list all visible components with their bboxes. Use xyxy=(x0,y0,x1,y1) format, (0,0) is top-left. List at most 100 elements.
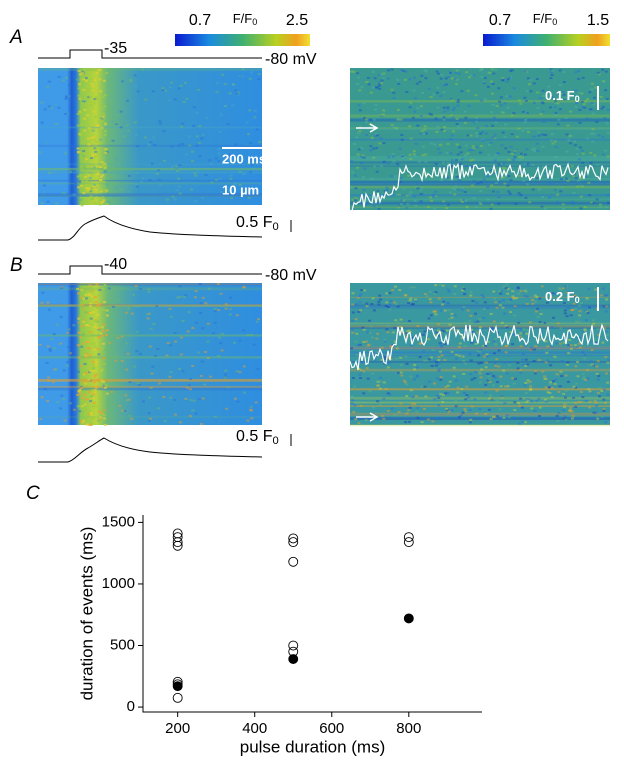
texture xyxy=(510,69,514,72)
texture xyxy=(435,70,439,73)
texture xyxy=(434,364,438,367)
texture xyxy=(519,332,523,335)
texture xyxy=(493,159,497,162)
texture xyxy=(457,345,461,348)
texture xyxy=(396,108,400,111)
texture xyxy=(484,391,488,394)
texture xyxy=(478,69,482,72)
point xyxy=(288,556,299,567)
texture xyxy=(158,120,162,123)
texture xyxy=(551,380,555,383)
texture xyxy=(414,300,418,303)
texture xyxy=(602,80,606,83)
texture xyxy=(426,418,430,421)
texture xyxy=(382,160,386,163)
texture xyxy=(564,117,568,120)
texture xyxy=(360,162,364,165)
texture xyxy=(383,190,387,193)
texture xyxy=(494,68,498,71)
texture xyxy=(374,108,378,111)
texture xyxy=(105,314,109,317)
texture xyxy=(557,412,561,415)
texture xyxy=(99,166,103,169)
texture xyxy=(514,202,518,205)
texture xyxy=(529,385,533,388)
texture xyxy=(450,178,454,181)
texture xyxy=(169,371,173,374)
y-tick-label: 500 xyxy=(110,636,135,653)
texture xyxy=(197,88,201,91)
texture xyxy=(84,124,88,127)
texture xyxy=(187,135,191,138)
texture xyxy=(535,78,539,81)
texture xyxy=(371,297,375,300)
texture xyxy=(558,287,562,290)
texture xyxy=(370,336,374,339)
texture xyxy=(148,417,152,420)
texture xyxy=(114,359,118,362)
texture xyxy=(525,290,529,293)
texture xyxy=(83,141,87,144)
texture xyxy=(409,344,413,347)
texture xyxy=(574,177,578,180)
texture xyxy=(519,369,523,372)
texture xyxy=(80,91,84,94)
texture xyxy=(89,323,93,326)
texture xyxy=(59,407,63,410)
texture xyxy=(606,361,610,364)
texture xyxy=(176,296,180,299)
texture xyxy=(508,311,512,314)
texture xyxy=(90,295,94,298)
texture xyxy=(359,377,363,380)
texture xyxy=(83,382,87,385)
texture xyxy=(603,294,607,297)
texture xyxy=(581,377,585,380)
texture xyxy=(38,126,262,129)
texture xyxy=(597,333,601,336)
texture xyxy=(360,86,364,89)
texture xyxy=(541,102,545,105)
texture xyxy=(525,111,529,114)
texture xyxy=(572,302,576,305)
texture xyxy=(378,387,382,390)
texture xyxy=(492,116,496,119)
texture xyxy=(85,423,89,426)
texture xyxy=(420,74,424,77)
texture xyxy=(523,397,527,400)
texture xyxy=(467,396,471,399)
texture xyxy=(415,186,419,189)
texture xyxy=(69,352,73,355)
texture xyxy=(479,144,483,147)
texture xyxy=(511,290,515,293)
texture xyxy=(238,170,242,173)
texture xyxy=(104,151,108,154)
texture xyxy=(78,174,82,177)
texture xyxy=(81,101,85,104)
texture xyxy=(606,393,610,396)
texture xyxy=(530,148,534,151)
texture xyxy=(376,384,380,387)
texture xyxy=(507,190,511,193)
texture xyxy=(568,338,572,341)
texture xyxy=(149,141,153,144)
texture xyxy=(399,326,403,329)
texture xyxy=(93,155,97,158)
texture xyxy=(253,167,257,170)
texture xyxy=(581,373,585,376)
texture xyxy=(92,110,96,113)
texture xyxy=(602,153,606,156)
texture xyxy=(382,142,386,145)
texture xyxy=(593,399,597,402)
texture xyxy=(442,330,446,333)
texture xyxy=(493,416,497,419)
texture xyxy=(488,397,492,400)
texture xyxy=(235,370,239,373)
texture xyxy=(67,83,71,86)
texture xyxy=(436,334,440,337)
texture xyxy=(164,89,168,92)
texture xyxy=(594,86,598,89)
texture xyxy=(372,156,376,159)
texture xyxy=(543,376,547,379)
texture xyxy=(452,366,456,369)
texture xyxy=(388,308,392,311)
